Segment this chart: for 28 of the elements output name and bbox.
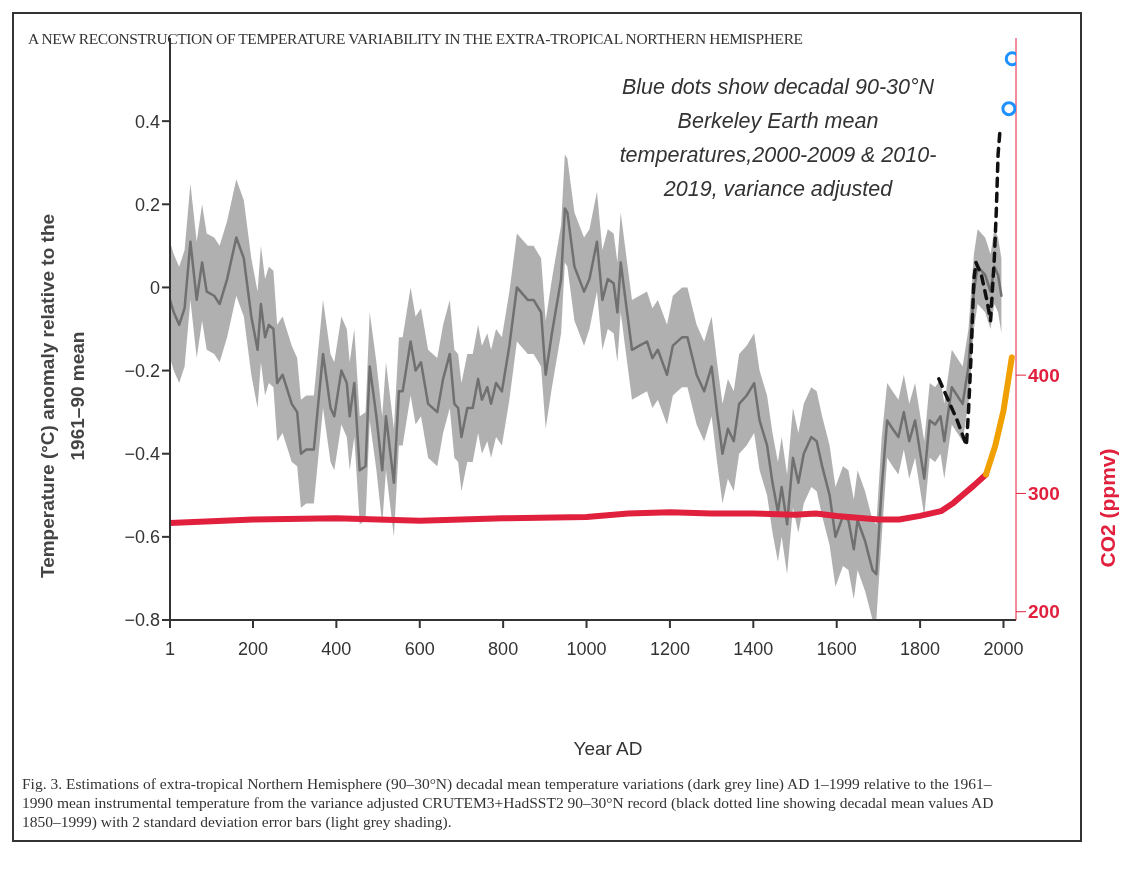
y-tick-label: 0.2 bbox=[134, 194, 160, 215]
y-tick-label: 0 bbox=[149, 277, 160, 298]
x-tick-label: 1800 bbox=[900, 638, 941, 659]
caption: Fig. 3. Estimations of extra-tropical Northern Hemisphere (90–30°N) decadal mean temperature variations (dark grey line) AD 1–1999 relative to the 1961–1990 mean instrumental temperature from the variance adjusted CRUTEM3+HadSST2 90–30°N record (black dotted line showing decadal mean values AD 1850–1999) with 2 standard deviation error bars (light grey shading). bbox=[22, 774, 995, 831]
y2-axis-title: CO2 (ppmv) bbox=[1096, 447, 1120, 570]
y-axis-title: Temperature (°C) anomaly relative to the 1961–90 mean bbox=[36, 212, 89, 581]
x-tick-label: 800 bbox=[488, 638, 519, 659]
x-tick-label: 400 bbox=[321, 638, 352, 659]
x-tick-label: 2000 bbox=[983, 638, 1024, 659]
chart-title: A NEW RECONSTRUCTION OF TEMPERATURE VARIABILITY IN THE EXTRA-TROPICAL NORTHERN HEMISPHERE bbox=[28, 30, 804, 48]
x-tick-label: 1400 bbox=[733, 638, 774, 659]
x-tick-label: 1000 bbox=[566, 638, 607, 659]
x-tick-label: 1200 bbox=[649, 638, 690, 659]
y2-tick-label: 400 bbox=[1028, 364, 1060, 386]
line-series bbox=[170, 207, 1003, 576]
x-tick-label: 1600 bbox=[816, 638, 857, 659]
x-tick-label: 200 bbox=[237, 638, 268, 659]
y2-tick-label: 300 bbox=[1028, 483, 1060, 505]
y2-tick-label: 200 bbox=[1028, 601, 1060, 623]
y-tick-label: −0.6 bbox=[124, 527, 160, 548]
x-tick-label: 1 bbox=[164, 638, 176, 659]
annotation: Blue dots show decadal 90-30°N Berkeley Earth mean temperatures,2000-2009 & 2010-2019, variance adjusted bbox=[618, 74, 938, 203]
y-tick-label: −0.8 bbox=[124, 610, 160, 631]
x-axis-title: Year AD bbox=[572, 738, 644, 760]
x-tick-label: 600 bbox=[404, 638, 435, 659]
y-tick-label: 0.4 bbox=[134, 111, 160, 132]
y-tick-label: −0.2 bbox=[124, 360, 160, 381]
y-tick-label: −0.4 bbox=[124, 444, 160, 465]
